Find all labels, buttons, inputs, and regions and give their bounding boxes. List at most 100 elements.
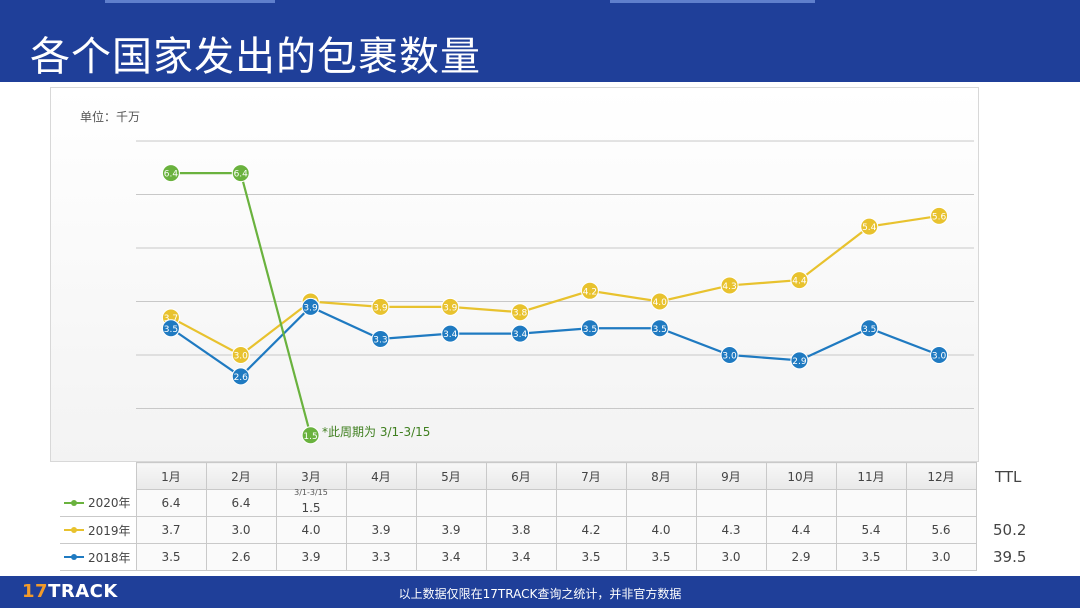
data-label: 3.0 <box>932 352 947 362</box>
logo-number: 17 <box>22 581 49 602</box>
ttl-header: TTL <box>995 468 1022 486</box>
data-label: 4.2 <box>583 287 597 297</box>
data-label: 2.9 <box>792 357 807 367</box>
data-point <box>860 319 879 338</box>
data-point <box>930 206 949 225</box>
table-cell: 3.3 <box>345 543 417 571</box>
data-point <box>161 164 180 183</box>
table-cell: 3.9 <box>275 543 347 571</box>
table-cell: 3.5 <box>625 543 697 571</box>
page-title: 各个国家发出的包裹数量 <box>30 34 481 80</box>
data-label: 3.0 <box>722 352 737 362</box>
month-header: 12月 <box>905 462 977 490</box>
legend-cell-2019: 2019年 <box>60 516 136 544</box>
table-cell: 2.9 <box>765 543 837 571</box>
table-cell: 3.5 <box>835 543 907 571</box>
data-point <box>231 164 250 183</box>
table-cell: 3.4 <box>485 543 557 571</box>
data-label: 3.0 <box>234 352 249 362</box>
series-line-2020年 <box>170 172 312 436</box>
data-label: 5.6 <box>932 212 947 222</box>
table-cell: 5.4 <box>835 516 907 544</box>
data-point <box>441 297 460 316</box>
table-cell <box>415 489 487 517</box>
series-label-2018: 2018年 <box>88 550 131 565</box>
data-label: 3.5 <box>583 325 597 335</box>
table-cell: 4.3 <box>695 516 767 544</box>
data-point <box>580 281 599 300</box>
chart-panel <box>50 87 979 462</box>
legend-cell-2018: 2018年 <box>60 543 136 571</box>
data-point <box>860 217 879 236</box>
data-label: 6.4 <box>234 170 249 180</box>
table-cell <box>485 489 557 517</box>
month-header: 4月 <box>345 462 417 490</box>
table-cell: 6.4 <box>135 489 207 517</box>
data-point <box>231 346 250 364</box>
table-cell: 3.9 <box>345 516 417 544</box>
series-line-2018年 <box>170 305 940 378</box>
legend-marker-2020 <box>64 499 84 506</box>
data-point <box>720 346 739 364</box>
data-point <box>720 276 739 295</box>
table-row-2020: 2020年 6.4 6.4 3/1-3/15 1.5 <box>60 488 977 517</box>
data-point <box>580 319 599 338</box>
month-header: 9月 <box>695 462 767 490</box>
legend-marker-2019 <box>64 527 84 533</box>
month-header: 1月 <box>135 462 207 490</box>
data-label: 4.0 <box>653 298 668 308</box>
header-accent-right <box>610 0 815 3</box>
data-point <box>301 297 320 316</box>
table-cell: 5.6 <box>905 516 977 544</box>
data-point <box>161 319 180 338</box>
data-label: 3.9 <box>373 303 388 313</box>
month-header: 6月 <box>485 462 557 490</box>
data-point <box>650 292 669 311</box>
data-label: 6.4 <box>164 170 179 180</box>
march-period-note: *此周期为 3/1-3/15 <box>322 425 431 439</box>
table-cell: 3.0 <box>205 516 277 544</box>
data-point <box>511 303 530 322</box>
data-label: 4.3 <box>722 282 736 292</box>
data-label: 3.9 <box>303 303 318 313</box>
data-label: 3.3 <box>373 335 387 345</box>
table-cell: 4.2 <box>555 516 627 544</box>
data-point <box>301 426 320 445</box>
table-cell <box>765 489 837 517</box>
table-cell <box>695 489 767 517</box>
table-cell-value: 1.5 <box>301 501 321 515</box>
data-point <box>371 297 390 316</box>
month-header: 8月 <box>625 462 697 490</box>
series-label-2019: 2019年 <box>88 523 131 538</box>
data-label: 4.4 <box>792 277 807 287</box>
table-cell: 3.0 <box>905 543 977 571</box>
data-label: 1.5 <box>303 432 317 442</box>
data-label: 3.7 <box>164 314 178 324</box>
data-point <box>790 351 809 370</box>
header-bar: 各个国家发出的包裹数量 <box>0 0 1080 82</box>
data-label: 3.4 <box>513 330 528 340</box>
table-row-2019: 2019年 3.7 3.0 4.0 3.9 3.9 3.8 4.2 4.0 4.… <box>60 516 977 544</box>
data-table: 1月 2月 3月 4月 5月 6月 7月 8月 9月 10月 11月 12月 2… <box>60 462 977 571</box>
table-cell <box>345 489 417 517</box>
data-label: 3.9 <box>443 303 458 313</box>
data-label: 3.5 <box>862 325 876 335</box>
table-cell: 3.8 <box>485 516 557 544</box>
table-cell <box>625 489 697 517</box>
header-accent-left <box>105 0 275 3</box>
table-cell: 4.0 <box>625 516 697 544</box>
ttl-value-2018: 39.5 <box>993 548 1027 566</box>
series-label-2020: 2020年 <box>88 496 131 511</box>
data-label: 3.8 <box>513 309 528 319</box>
table-cell: 3.5 <box>555 543 627 571</box>
footer-bar: 17TRACK 以上数据仅限在17TRACK查询之统计，并非官方数据 <box>0 576 1080 608</box>
table-cell <box>555 489 627 517</box>
table-row-2018: 2018年 3.5 2.6 3.9 3.3 3.4 3.4 3.5 3.5 3.… <box>60 543 977 571</box>
data-label: 3.4 <box>443 330 458 340</box>
table-cell: 3.0 <box>695 543 767 571</box>
table-cell: 2.6 <box>205 543 277 571</box>
data-point <box>930 346 949 364</box>
month-header: 3月 <box>275 462 347 490</box>
month-header: 5月 <box>415 462 487 490</box>
line-chart: 3.73.04.03.93.93.84.24.04.34.45.45.63.52… <box>136 140 974 445</box>
